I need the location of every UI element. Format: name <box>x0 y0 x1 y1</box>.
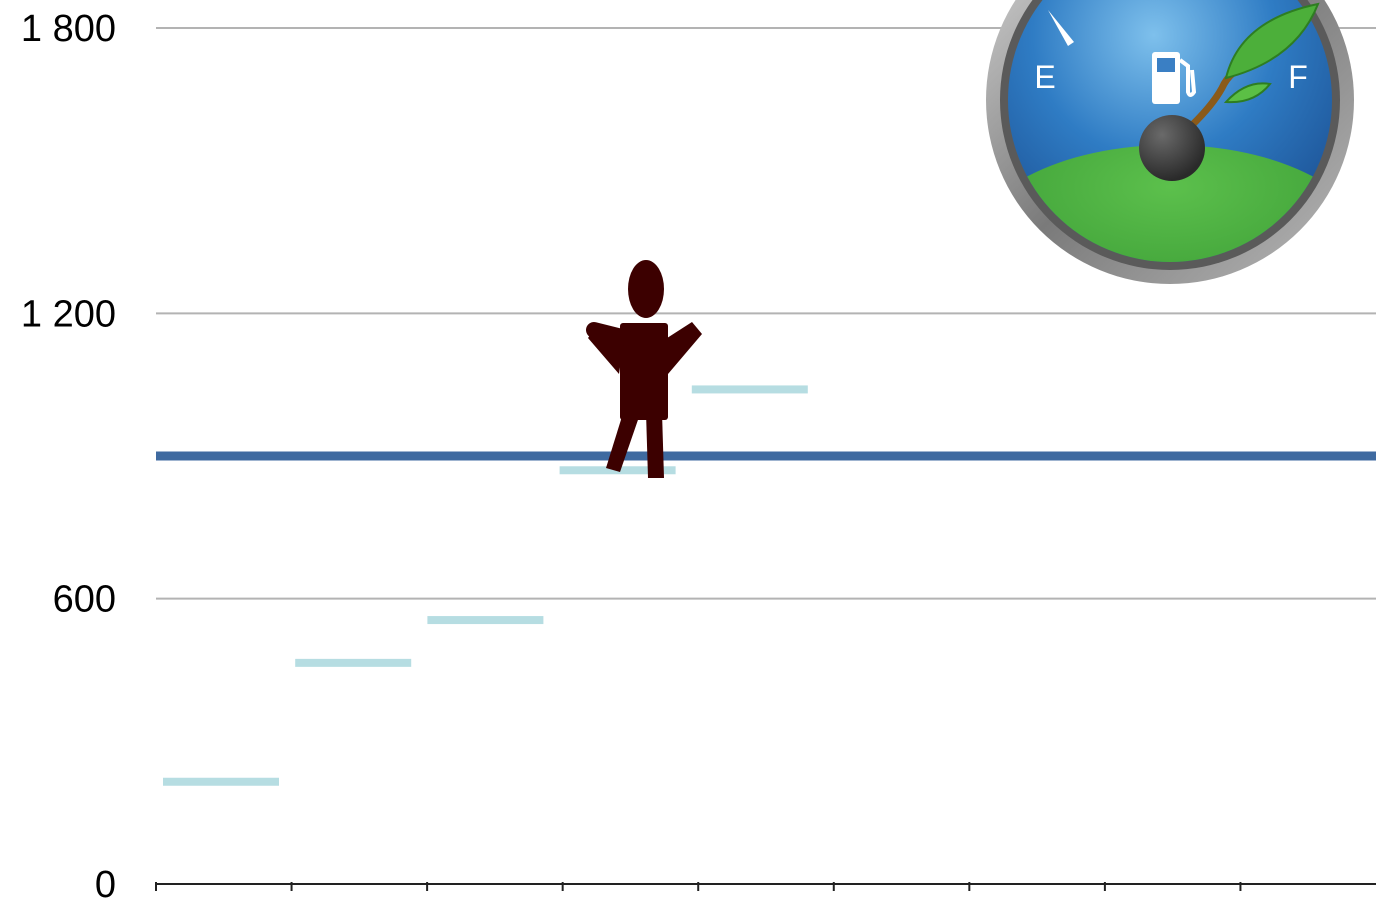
y-tick-label: 600 <box>53 579 116 621</box>
y-tick-label: 1 200 <box>21 293 116 335</box>
y-tick-label: 0 <box>95 864 116 902</box>
data-point-marker <box>427 616 544 625</box>
gauge-full-label: F <box>1288 59 1308 95</box>
data-point-marker <box>691 385 808 394</box>
fuel-pump-icon <box>1152 52 1197 104</box>
gauge-empty-label: E <box>1034 59 1055 95</box>
x-axis <box>155 882 1376 891</box>
fuel-gauge-icon: E F <box>986 0 1354 284</box>
data-point-marker <box>163 777 279 786</box>
leaf-icon <box>1174 2 1320 142</box>
data-markers <box>163 385 808 786</box>
data-point-marker <box>295 658 412 667</box>
y-tick-label: 1 800 <box>21 8 116 50</box>
y-axis-tick-labels: 0 600 1 200 1 800 <box>21 8 116 902</box>
person-icon <box>586 260 702 478</box>
